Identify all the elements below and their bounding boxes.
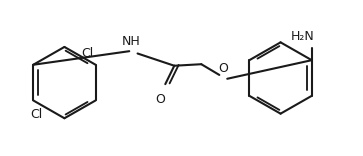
Text: NH: NH [122, 35, 140, 48]
Text: O: O [218, 62, 228, 75]
Text: H₂N: H₂N [291, 30, 315, 43]
Text: Cl: Cl [31, 108, 43, 121]
Text: O: O [155, 93, 165, 106]
Text: Cl: Cl [82, 47, 94, 60]
